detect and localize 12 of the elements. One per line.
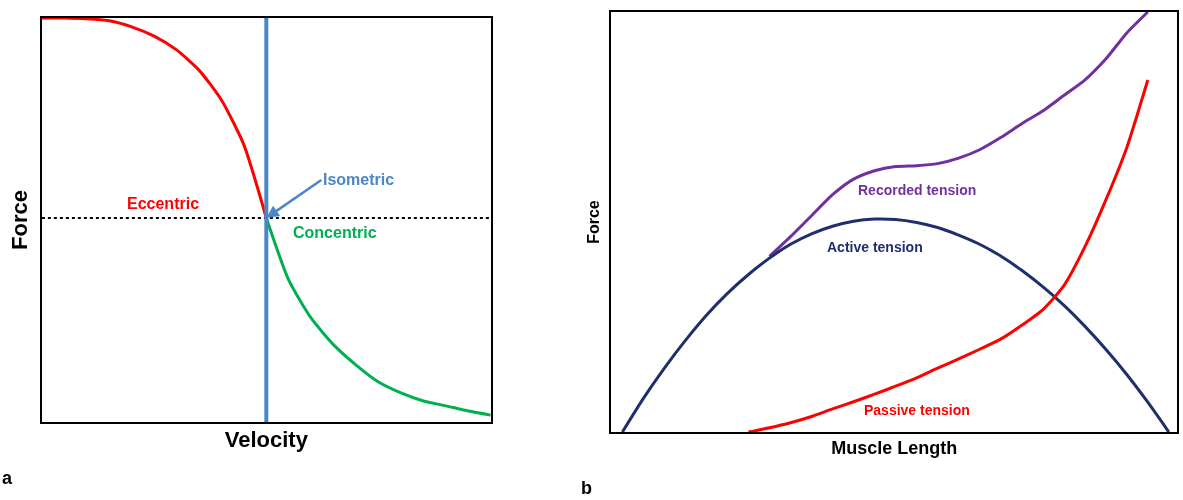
- text: Eccentric: [127, 195, 200, 212]
- series-label: Recorded tension: [858, 182, 977, 198]
- text: b: [581, 478, 592, 498]
- text: a: [2, 468, 13, 488]
- series-label: Active tension: [827, 239, 923, 255]
- series-label: Passive tension: [864, 402, 970, 418]
- annotation: Isometric: [323, 171, 395, 188]
- y-axis-title: Force: [584, 200, 602, 244]
- x-axis-title: Muscle Length: [831, 438, 958, 458]
- y-axis-title: Force: [7, 190, 33, 250]
- x-axis-title: Velocity: [224, 426, 309, 452]
- series-label: Concentric: [293, 224, 377, 241]
